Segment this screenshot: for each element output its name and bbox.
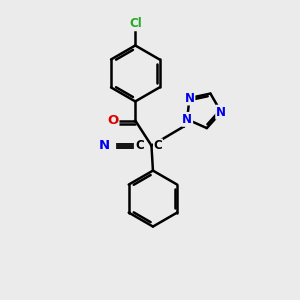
Text: C: C — [136, 139, 144, 152]
Text: O: O — [108, 114, 119, 127]
Text: N: N — [184, 92, 194, 104]
Text: N: N — [99, 139, 110, 152]
Text: Cl: Cl — [129, 17, 142, 30]
Text: C: C — [154, 139, 162, 152]
Text: N: N — [216, 106, 226, 119]
Text: N: N — [182, 113, 192, 126]
